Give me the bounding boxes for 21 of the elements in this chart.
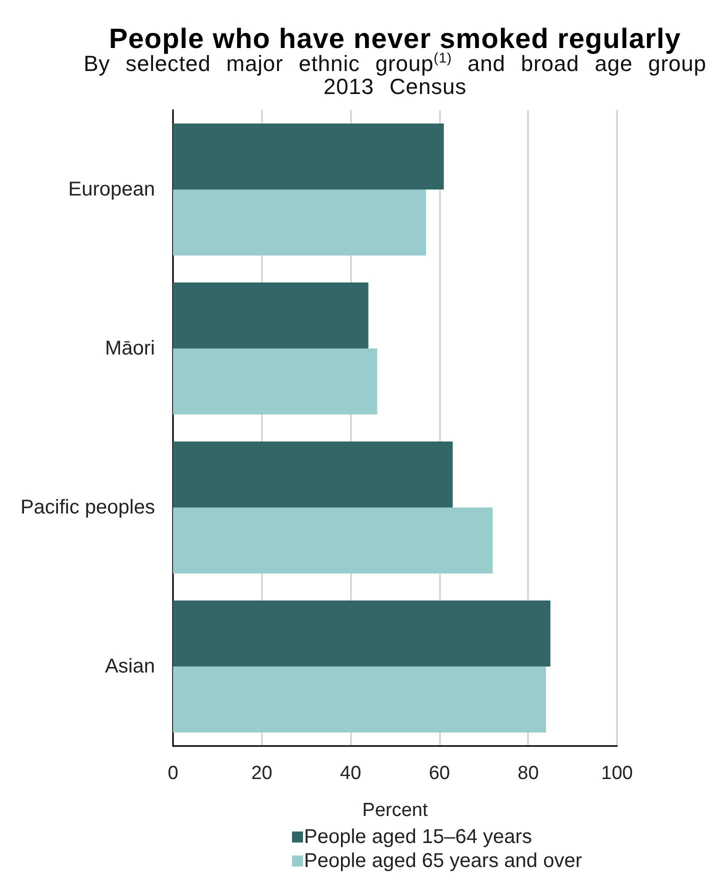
y-tick-label: Māori: [104, 338, 155, 360]
bar: [173, 508, 493, 574]
x-axis-title: Percent: [362, 800, 428, 821]
x-tick-label: 40: [340, 763, 362, 784]
bar: [173, 666, 546, 732]
y-tick-label: Pacific peoples: [20, 496, 155, 518]
x-tick-label: 60: [428, 763, 450, 784]
legend-label: People aged 65 years and over: [304, 850, 582, 872]
bar: [173, 190, 426, 256]
bar: [173, 600, 550, 666]
x-tick-label: 20: [251, 763, 272, 784]
x-tick-label: 0: [168, 763, 178, 784]
bar: [173, 442, 453, 508]
y-tick-label: Asian: [104, 656, 155, 678]
bar: [173, 124, 444, 190]
y-tick-label: European: [68, 178, 155, 200]
x-tick-label: 100: [601, 763, 633, 784]
bar: [173, 282, 368, 348]
legend-label: People aged 15–64 years: [304, 826, 532, 848]
x-tick-label: 80: [518, 763, 539, 784]
bar: [173, 348, 378, 414]
